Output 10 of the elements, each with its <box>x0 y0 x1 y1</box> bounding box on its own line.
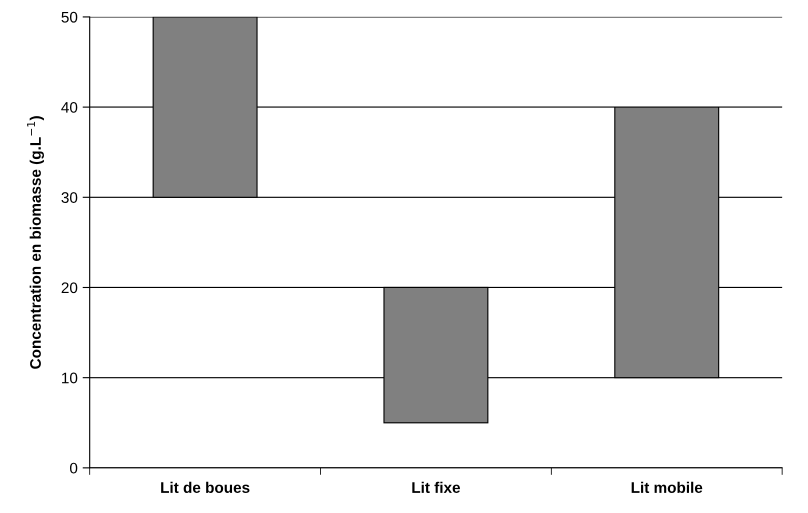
y-tick-label: 50 <box>62 12 78 23</box>
y-tick-label: 40 <box>61 102 78 113</box>
y-tick-label: 10 <box>62 372 78 384</box>
y-tick-label: 20 <box>62 282 78 294</box>
y-tick-label: 30 <box>61 192 78 203</box>
x-tick-label: Lit fixe <box>412 482 460 493</box>
x-tick-label: Lit mobile <box>632 482 702 493</box>
y-tick-label: 0 <box>70 462 78 474</box>
x-tick-label: Lit de boues <box>161 482 250 493</box>
y-axis-title: Concentration en biomasse (g.L$^{−1}$) <box>27 116 44 369</box>
